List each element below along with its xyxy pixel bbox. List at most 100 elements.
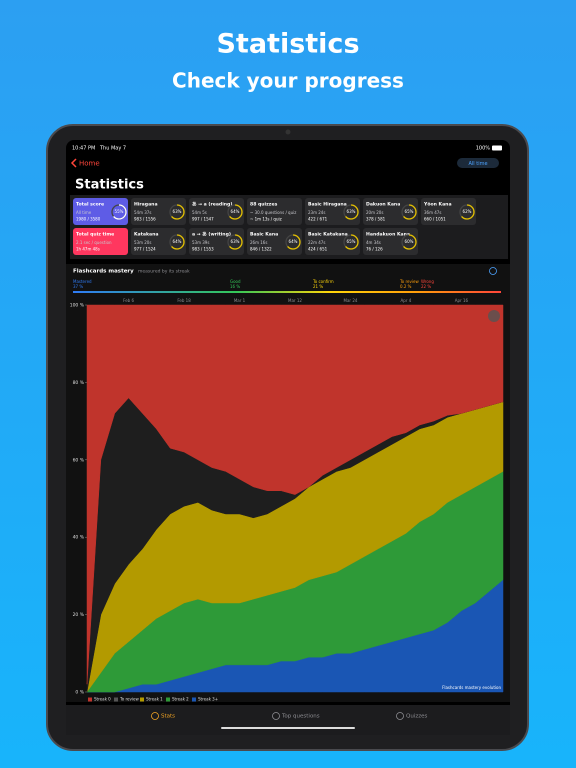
card-line: 22m 47s [308,240,325,245]
legend-marker [114,697,118,702]
card-title: Katakana [134,232,158,238]
level-label: To confirm [312,279,334,284]
card-line: 26m 16s [250,240,267,245]
card[interactable] [131,228,186,255]
card-line: ~ 30.0 questions / quiz [250,210,296,215]
status-time: 10:47 PM [72,146,95,152]
card[interactable] [73,198,128,225]
card[interactable] [363,198,418,225]
card-line: 54m 37s [134,210,151,215]
chart: 0 % 20 % 40 % 60 % 80 % 100 % Feb 6 Feb 18 Mar 1… [70,298,504,702]
card[interactable] [131,198,186,225]
progress-ring [285,234,301,250]
card[interactable] [247,198,302,225]
progress-ring [343,234,359,250]
filter-button[interactable] [457,158,499,168]
area [86,304,504,685]
card-line: 2.1 sec / question [76,240,112,245]
tabs: Stats Top questions Quizzes [151,712,428,720]
progress-ring [401,234,417,250]
camera [285,129,291,135]
tab-icon[interactable] [396,712,404,720]
legend-marker [192,697,196,702]
level-value: 16 % [230,284,240,289]
back-chevron[interactable] [70,158,77,168]
cards: Total score All time 1980 / 3580 55% Hiragan… [73,198,476,255]
card[interactable] [363,228,418,255]
card[interactable] [189,228,244,255]
x-tick-label: Apr 4 [401,298,412,303]
card-line: 977 / 1524 [134,247,156,252]
y-tick-label: 40 % [73,535,85,541]
card-title: Dakuon Kana [366,202,400,208]
y-tick-label: 60 % [73,457,85,463]
card[interactable] [421,198,476,225]
level-value: 37 % [73,284,83,289]
tab-label[interactable]: Quizzes [406,714,428,720]
card-title: Handakuon Kana [366,232,410,238]
battery-icon [492,145,502,151]
level-label: Mastered [73,279,92,284]
tab-label[interactable]: Top questions [281,714,320,720]
progress-ring [227,234,243,250]
legend-label: Streak 3+ [198,697,218,702]
card-title: Yōon Kana [423,202,452,208]
card-line: 54m 5s [192,210,207,215]
x-tick-label: Feb 18 [177,298,191,303]
progress-ring [169,204,185,220]
card[interactable] [73,228,128,255]
progress-label: 62% [463,209,472,214]
card-title: Basic Hiragana [308,202,347,208]
filter-label[interactable]: All time [468,161,487,167]
card-line: 424 / 651 [308,247,328,252]
back-button[interactable]: Home [79,160,100,168]
mastery-bar [73,291,501,293]
card-line: 20m 20s [366,210,383,215]
x-tick-label: Mar 12 [288,298,302,303]
x-tick-label: Apr 16 [455,298,469,303]
card-line: 1980 / 3580 [76,217,101,222]
page-subtitle: Check your progress [172,69,404,93]
card[interactable] [305,228,360,255]
progress-label: 63% [173,209,182,214]
tab-icon[interactable] [272,712,280,720]
progress-label: 65% [405,209,414,214]
progress-ring [401,204,417,220]
level-label: To review [399,279,419,284]
progress-ring [343,204,359,220]
status-battery: 100% [476,146,491,152]
card-title: Total quiz time [76,232,114,238]
chart-annotation: Flashcards mastery evolution [442,685,501,690]
legend-label: To review [119,697,139,702]
progress-ring [459,204,475,220]
card-line: 983 / 1553 [192,247,214,252]
card-line: 36m 47s [424,210,441,215]
card[interactable] [189,198,244,225]
card-line: 846 / 1322 [250,247,272,252]
progress-label: 60% [405,239,414,244]
card-line: 422 / 671 [308,217,328,222]
level-value: 21 % [313,284,323,289]
progress-ring [227,204,243,220]
card[interactable] [247,228,302,255]
card[interactable] [305,198,360,225]
x-tick-label: Feb 6 [123,298,134,303]
card-title: a → あ (writing) [192,232,231,238]
x-tick-label: Mar 24 [344,298,358,303]
page-title: Statistics [216,29,359,60]
mastery-title: Flashcards mastery [73,269,134,275]
level-value: 22 % [421,284,431,289]
tab-label[interactable]: Stats [161,714,175,720]
card-line: 76 / 126 [366,247,383,252]
tab-icon[interactable] [151,712,159,720]
expand-button[interactable] [488,310,500,322]
y-tick-label: 80 % [73,380,85,386]
info-icon[interactable] [489,267,497,275]
level-label: Wrong [421,279,434,284]
card-title: Basic Katakana [308,232,348,238]
card-line: ~ 1m 13s / quiz [250,217,282,222]
legend-marker [166,697,170,702]
legend-marker [140,697,144,702]
